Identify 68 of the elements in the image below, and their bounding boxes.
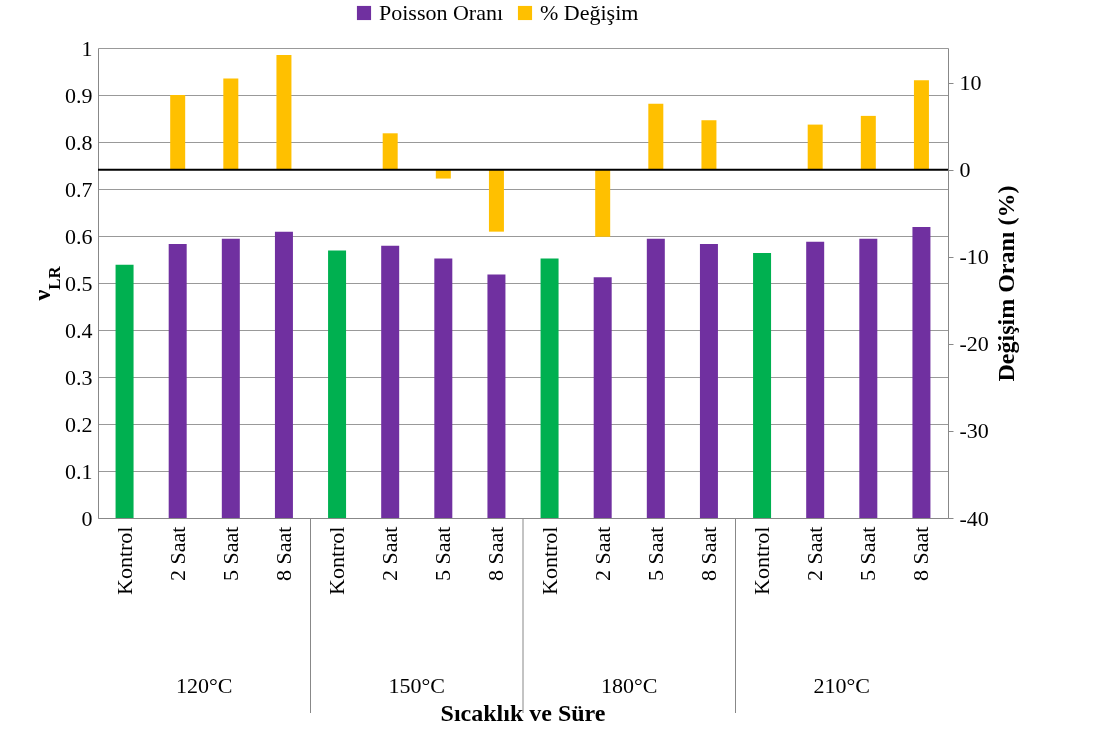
x-tick-label: 5 Saat [430, 526, 456, 581]
x-tick-label: 8 Saat [908, 526, 934, 581]
x-tick-label: 5 Saat [642, 526, 668, 581]
y2-tick-label: -10 [959, 244, 989, 270]
bar [646, 238, 665, 518]
y2-tick-label: -40 [959, 505, 989, 531]
y-tick-label: 0.5 [65, 270, 93, 296]
bar [221, 238, 240, 518]
bar [859, 238, 878, 518]
y-tick-label: 0.8 [65, 129, 93, 155]
bar [913, 80, 929, 170]
x-tick-label: 5 Saat [855, 526, 881, 581]
y-tick-label: 0.1 [65, 458, 93, 484]
bar [488, 169, 504, 232]
text: 180°C [601, 673, 658, 698]
bar [223, 78, 239, 170]
y-tick-label: 0.6 [65, 223, 93, 249]
y2-tick-label: -30 [959, 418, 989, 444]
bar [168, 243, 187, 518]
bar [701, 120, 717, 170]
bar [381, 245, 400, 518]
y2-tick-label: -20 [959, 331, 989, 357]
x-tick-label: Kontrol [111, 526, 137, 595]
y-tick-label: 0.9 [65, 82, 93, 108]
y2-axis-title: Değişim Oranı (%) [992, 185, 1019, 382]
y-tick-label: 0.2 [65, 411, 93, 437]
bar [274, 231, 293, 518]
bar [593, 277, 612, 518]
x-tick-label: Kontrol [749, 526, 775, 595]
text: 120°C [176, 673, 233, 698]
text: 150°C [388, 673, 445, 698]
x-tick-label: 2 Saat [377, 526, 403, 581]
bar [912, 227, 931, 518]
x-tick-label: 8 Saat [270, 526, 296, 581]
bar [648, 103, 664, 170]
x-tick-label: Kontrol [324, 526, 350, 595]
bar [860, 115, 876, 170]
bar [806, 241, 825, 518]
x-tick-label: Kontrol [536, 526, 562, 595]
y-tick-label: 0.7 [65, 176, 93, 202]
bar [276, 54, 292, 170]
bar [487, 274, 506, 518]
y-tick-label: 0.4 [65, 317, 93, 343]
bar [328, 250, 347, 518]
x-axis-title: Sıcaklık ve Süre [440, 700, 606, 726]
y2-tick-label: 10 [959, 70, 982, 96]
bar [753, 252, 772, 518]
x-tick-label: 2 Saat [589, 526, 615, 581]
bar [540, 258, 559, 518]
y2-tick-label: 0 [959, 157, 971, 183]
bar [434, 258, 453, 518]
y-tick-label: 0 [81, 505, 93, 531]
bar [170, 95, 186, 170]
bar [807, 124, 823, 170]
y-tick-label: 1 [81, 35, 93, 61]
text: 210°C [813, 673, 870, 698]
bar [595, 169, 611, 237]
y-tick-label: 0.3 [65, 364, 93, 390]
bar [699, 243, 718, 518]
x-tick-label: 8 Saat [483, 526, 509, 581]
legend-label: Poisson Oranı [379, 0, 504, 25]
bar [382, 133, 398, 170]
x-tick-label: 8 Saat [695, 526, 721, 581]
legend-label: % Değişim [540, 0, 639, 25]
bar [115, 264, 134, 518]
x-tick-label: 2 Saat [164, 526, 190, 581]
x-tick-label: 2 Saat [802, 526, 828, 581]
x-tick-label: 5 Saat [217, 526, 243, 581]
